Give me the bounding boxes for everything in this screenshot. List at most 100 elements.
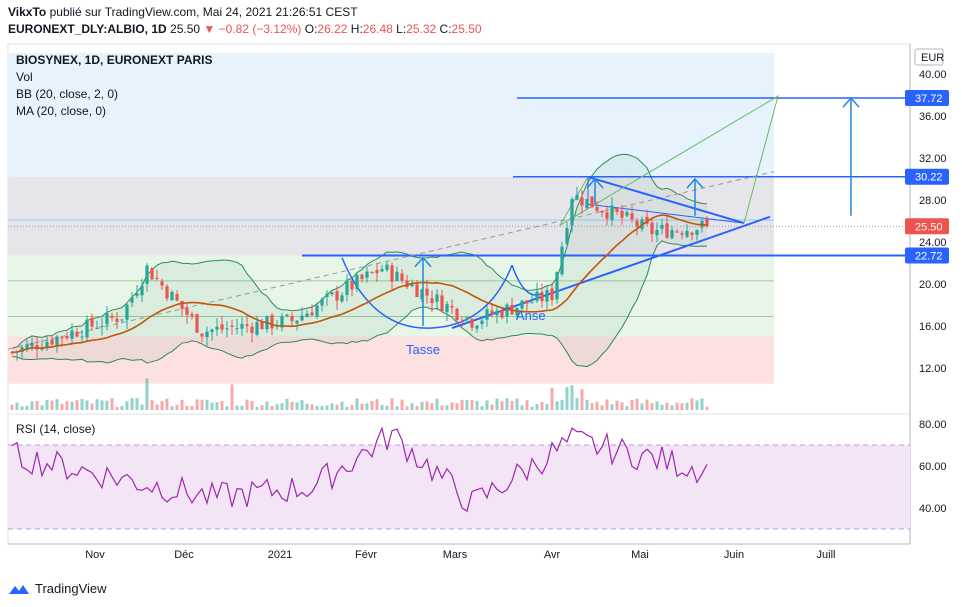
candle-body	[80, 336, 84, 338]
volume-bar	[140, 404, 144, 410]
candle-body	[370, 272, 374, 274]
volume-bar	[500, 401, 504, 410]
volume-bar	[255, 406, 259, 410]
volume-bar	[640, 403, 644, 410]
candle-body	[380, 269, 384, 272]
volume-bar	[600, 405, 604, 410]
legend-ma: MA (20, close, 0)	[16, 104, 106, 118]
volume-bar	[265, 401, 269, 410]
candle-body	[325, 293, 329, 297]
price-badge	[905, 89, 949, 106]
volume-bar	[670, 405, 674, 410]
candle-body	[130, 297, 134, 303]
candle-body	[585, 199, 589, 209]
price-tick-label: 20.00	[919, 279, 947, 291]
volume-bar	[485, 400, 489, 410]
legend-title: BIOSYNEX, 1D, EURONEXT PARIS	[16, 53, 212, 67]
candle-body	[440, 295, 444, 312]
volume-bar	[170, 406, 174, 410]
volume-bar	[195, 399, 199, 410]
candle-body	[60, 337, 64, 339]
candle-body	[75, 331, 79, 337]
volume-bar	[65, 401, 69, 410]
candle-body	[455, 308, 459, 321]
volume-bar	[110, 398, 114, 410]
down-arrow-icon: ▼	[203, 22, 216, 36]
candle-body	[555, 272, 559, 300]
candle-body	[145, 265, 149, 284]
volume-bar	[315, 405, 319, 410]
volume-bar	[680, 403, 684, 410]
candle-body	[705, 218, 709, 227]
volume-bar	[350, 404, 354, 410]
candle-body	[675, 231, 679, 233]
rsi-tick-label: 80.00	[919, 419, 947, 431]
volume-bar	[340, 401, 344, 410]
candle-body	[465, 317, 469, 321]
handle-curve	[511, 264, 543, 296]
volume-bar	[20, 406, 24, 410]
high-value: 26.48	[362, 22, 393, 36]
volume-bar	[305, 403, 309, 410]
volume-bar	[285, 398, 289, 410]
volume-bar	[330, 403, 334, 410]
candle-body	[355, 275, 359, 289]
candle-body	[50, 339, 54, 345]
rsi-line	[11, 426, 708, 513]
open-label: O:	[304, 22, 318, 36]
volume-bar	[225, 406, 229, 410]
symbol-info: EURONEXT_DLY:ALBIO, 1D 25.50 ▼ −0.82 (−3…	[8, 22, 482, 36]
candle-body	[330, 292, 334, 295]
volume-bar	[525, 400, 529, 410]
volume-bar	[215, 402, 219, 410]
volume-bar	[85, 400, 89, 410]
candle-body	[55, 336, 59, 346]
volume-bar	[25, 405, 29, 410]
volume-bar	[130, 398, 134, 410]
candle-body	[180, 300, 184, 309]
candle-body	[160, 281, 164, 286]
candle-body	[105, 313, 109, 325]
time-tick-label: Déc	[174, 549, 194, 561]
triangle-mid	[587, 203, 745, 224]
candle-body	[570, 199, 574, 226]
volume-bar	[210, 402, 214, 410]
volume-bar	[665, 402, 669, 410]
volume-bar	[585, 399, 589, 410]
volume-bar	[535, 403, 539, 410]
volume-bar	[415, 405, 419, 410]
volume-bar	[375, 399, 379, 410]
volume-bar	[300, 400, 304, 410]
volume-bar	[430, 403, 434, 410]
bb-lower-line	[11, 240, 708, 368]
volume-bar	[690, 398, 694, 410]
candle-body	[155, 277, 159, 280]
volume-bar	[520, 405, 524, 410]
volume-bar	[335, 404, 339, 410]
candle-body	[470, 319, 474, 328]
candle-body	[195, 314, 199, 333]
volume-bar	[385, 405, 389, 410]
candle-body	[500, 310, 504, 318]
volume-bar	[290, 402, 294, 410]
volume-bar	[345, 406, 349, 410]
price-change: −0.82 (−3.12%)	[218, 22, 302, 36]
volume-bar	[180, 399, 184, 410]
candle-body	[125, 304, 129, 320]
volume-bar	[185, 405, 189, 410]
candle-body	[345, 281, 349, 295]
candle-body	[650, 222, 654, 235]
low-value: 25.32	[406, 22, 437, 36]
time-tick-label: 2021	[268, 549, 292, 561]
candle-body	[110, 315, 114, 318]
volume-bar	[320, 405, 324, 410]
candle-body	[445, 303, 449, 313]
arrow-triangle-head	[586, 177, 604, 189]
candle-body	[280, 316, 284, 328]
candle-body	[530, 302, 534, 304]
volume-bar	[700, 398, 704, 410]
volume-bar	[560, 399, 564, 410]
candle-body	[190, 314, 194, 317]
candle-body	[315, 305, 319, 317]
